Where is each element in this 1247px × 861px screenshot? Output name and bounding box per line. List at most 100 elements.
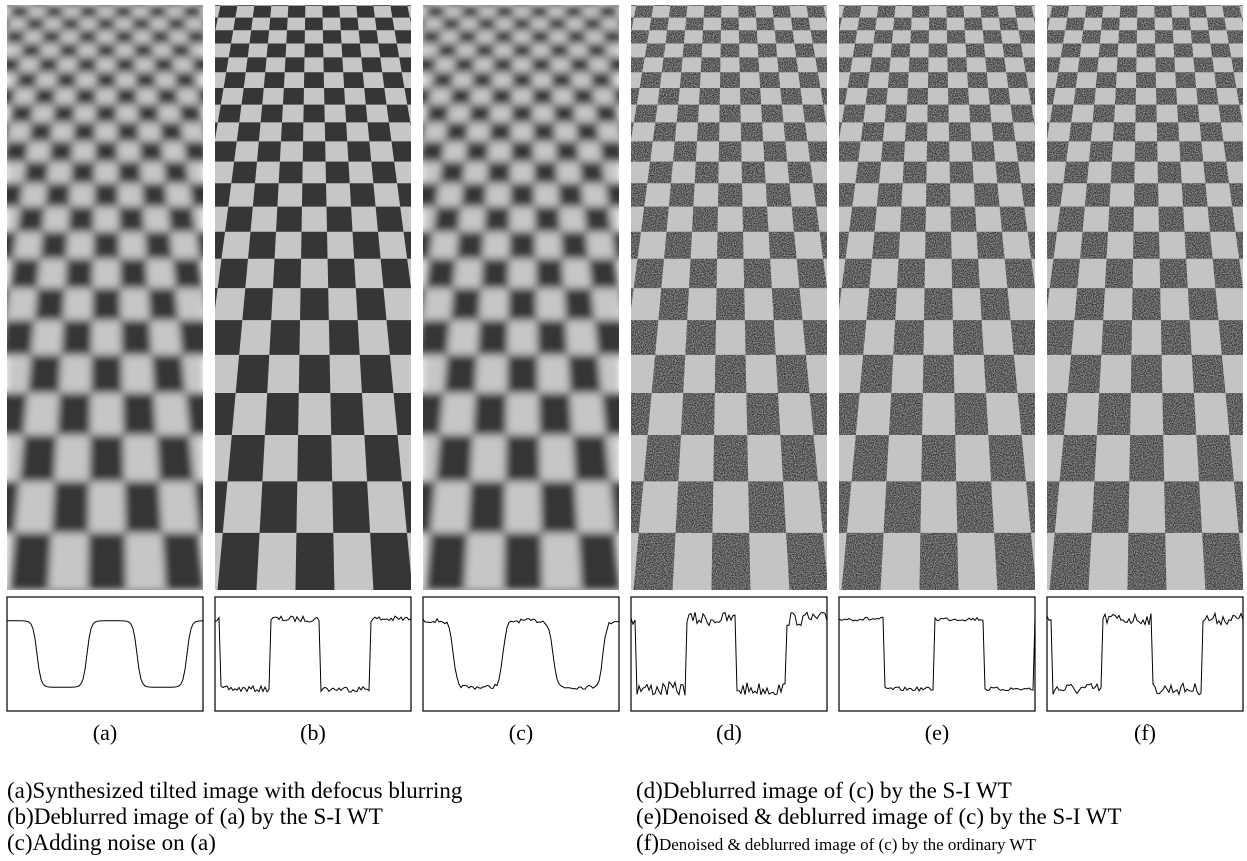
captions-right: (d)Deblurred image of (c) by the S-I WT … <box>636 778 1122 858</box>
dark-square <box>457 30 477 43</box>
dark-square <box>595 320 628 355</box>
dark-square <box>0 162 3 184</box>
dark-square <box>536 259 564 288</box>
dark-square <box>118 162 142 184</box>
dark-square <box>891 43 911 57</box>
dark-square <box>1202 533 1244 591</box>
dark-square <box>142 183 168 206</box>
dark-square <box>811 30 832 43</box>
dark-square <box>555 141 579 161</box>
dark-square <box>1101 18 1120 31</box>
dark-square <box>1062 0 1082 6</box>
dark-square <box>152 355 186 393</box>
dark-square <box>1014 6 1033 18</box>
dark-square <box>598 6 617 18</box>
dark-square <box>746 393 780 435</box>
dark-square <box>450 288 481 320</box>
signal-box <box>7 597 203 711</box>
dark-square <box>718 183 743 206</box>
dark-square <box>1103 0 1121 6</box>
dark-square <box>791 18 811 31</box>
dark-square <box>1171 0 1189 6</box>
dark-square <box>168 207 196 232</box>
dark-square <box>387 320 420 355</box>
dark-square <box>695 162 719 184</box>
dark-square <box>548 18 567 31</box>
dark-square <box>1036 183 1064 206</box>
dark-square <box>903 162 927 184</box>
dark-square <box>1113 122 1135 141</box>
dark-square <box>1155 30 1174 43</box>
dark-square <box>537 320 568 355</box>
dark-square <box>1231 57 1247 72</box>
caption: (d)Deblurred image of (c) by the S-I WT <box>636 778 1122 804</box>
dark-square <box>339 0 357 6</box>
dark-square <box>376 207 404 232</box>
dark-square <box>242 288 273 320</box>
dark-square <box>353 232 381 259</box>
dark-square <box>68 207 94 232</box>
dark-square <box>230 0 250 6</box>
dark-square <box>426 105 450 123</box>
dark-square <box>472 72 493 88</box>
dark-square <box>1015 141 1041 161</box>
dark-square <box>5 30 26 43</box>
dark-square <box>445 122 469 141</box>
dark-square <box>395 30 416 43</box>
dark-square <box>387 105 411 123</box>
dark-square <box>59 43 79 57</box>
panels: (a)(b)(c)(d)(e)(f) <box>0 0 1247 760</box>
dark-square <box>952 259 980 288</box>
dark-square <box>1164 481 1202 533</box>
dark-square <box>583 18 603 31</box>
dark-square <box>1085 183 1111 206</box>
dark-square <box>3 141 28 161</box>
dark-square <box>921 435 956 481</box>
dark-square <box>895 0 913 6</box>
dark-square <box>949 122 971 141</box>
dark-square <box>980 288 1011 320</box>
dark-square <box>38 57 59 72</box>
dark-square <box>248 232 276 259</box>
dark-square <box>322 6 340 18</box>
dark-square <box>347 141 371 161</box>
dark-square <box>461 183 487 206</box>
dark-square <box>96 72 116 88</box>
dark-square <box>1023 57 1045 72</box>
dark-square <box>680 72 701 88</box>
dark-square <box>872 232 900 259</box>
dark-square <box>169 0 189 6</box>
dark-square <box>505 435 540 481</box>
dark-square <box>977 232 1005 259</box>
dark-square <box>647 162 673 184</box>
dark-square <box>929 0 946 6</box>
dark-square <box>167 18 187 31</box>
dark-square <box>432 72 454 88</box>
dark-square <box>28 355 62 393</box>
signal-box <box>1047 597 1243 711</box>
dark-square <box>877 183 903 206</box>
dark-square <box>558 183 584 206</box>
dark-square <box>1074 88 1096 105</box>
dark-square <box>719 141 742 161</box>
dark-square <box>253 6 272 18</box>
dark-square <box>806 6 825 18</box>
dark-square <box>848 72 870 88</box>
dark-square <box>124 481 162 533</box>
dark-square <box>510 183 535 206</box>
dark-square <box>669 6 688 18</box>
dark-square <box>359 30 379 43</box>
dark-square <box>1101 320 1132 355</box>
dark-square <box>1158 162 1182 184</box>
dark-square <box>866 88 888 105</box>
dark-square <box>716 288 745 320</box>
dark-square <box>134 43 154 57</box>
dark-square <box>992 122 1016 141</box>
dark-square <box>151 30 171 43</box>
dark-square <box>371 162 397 184</box>
dark-square <box>40 232 68 259</box>
dark-square <box>877 6 896 18</box>
dark-square <box>946 6 964 18</box>
dark-square <box>988 88 1010 105</box>
dark-square <box>788 0 807 6</box>
